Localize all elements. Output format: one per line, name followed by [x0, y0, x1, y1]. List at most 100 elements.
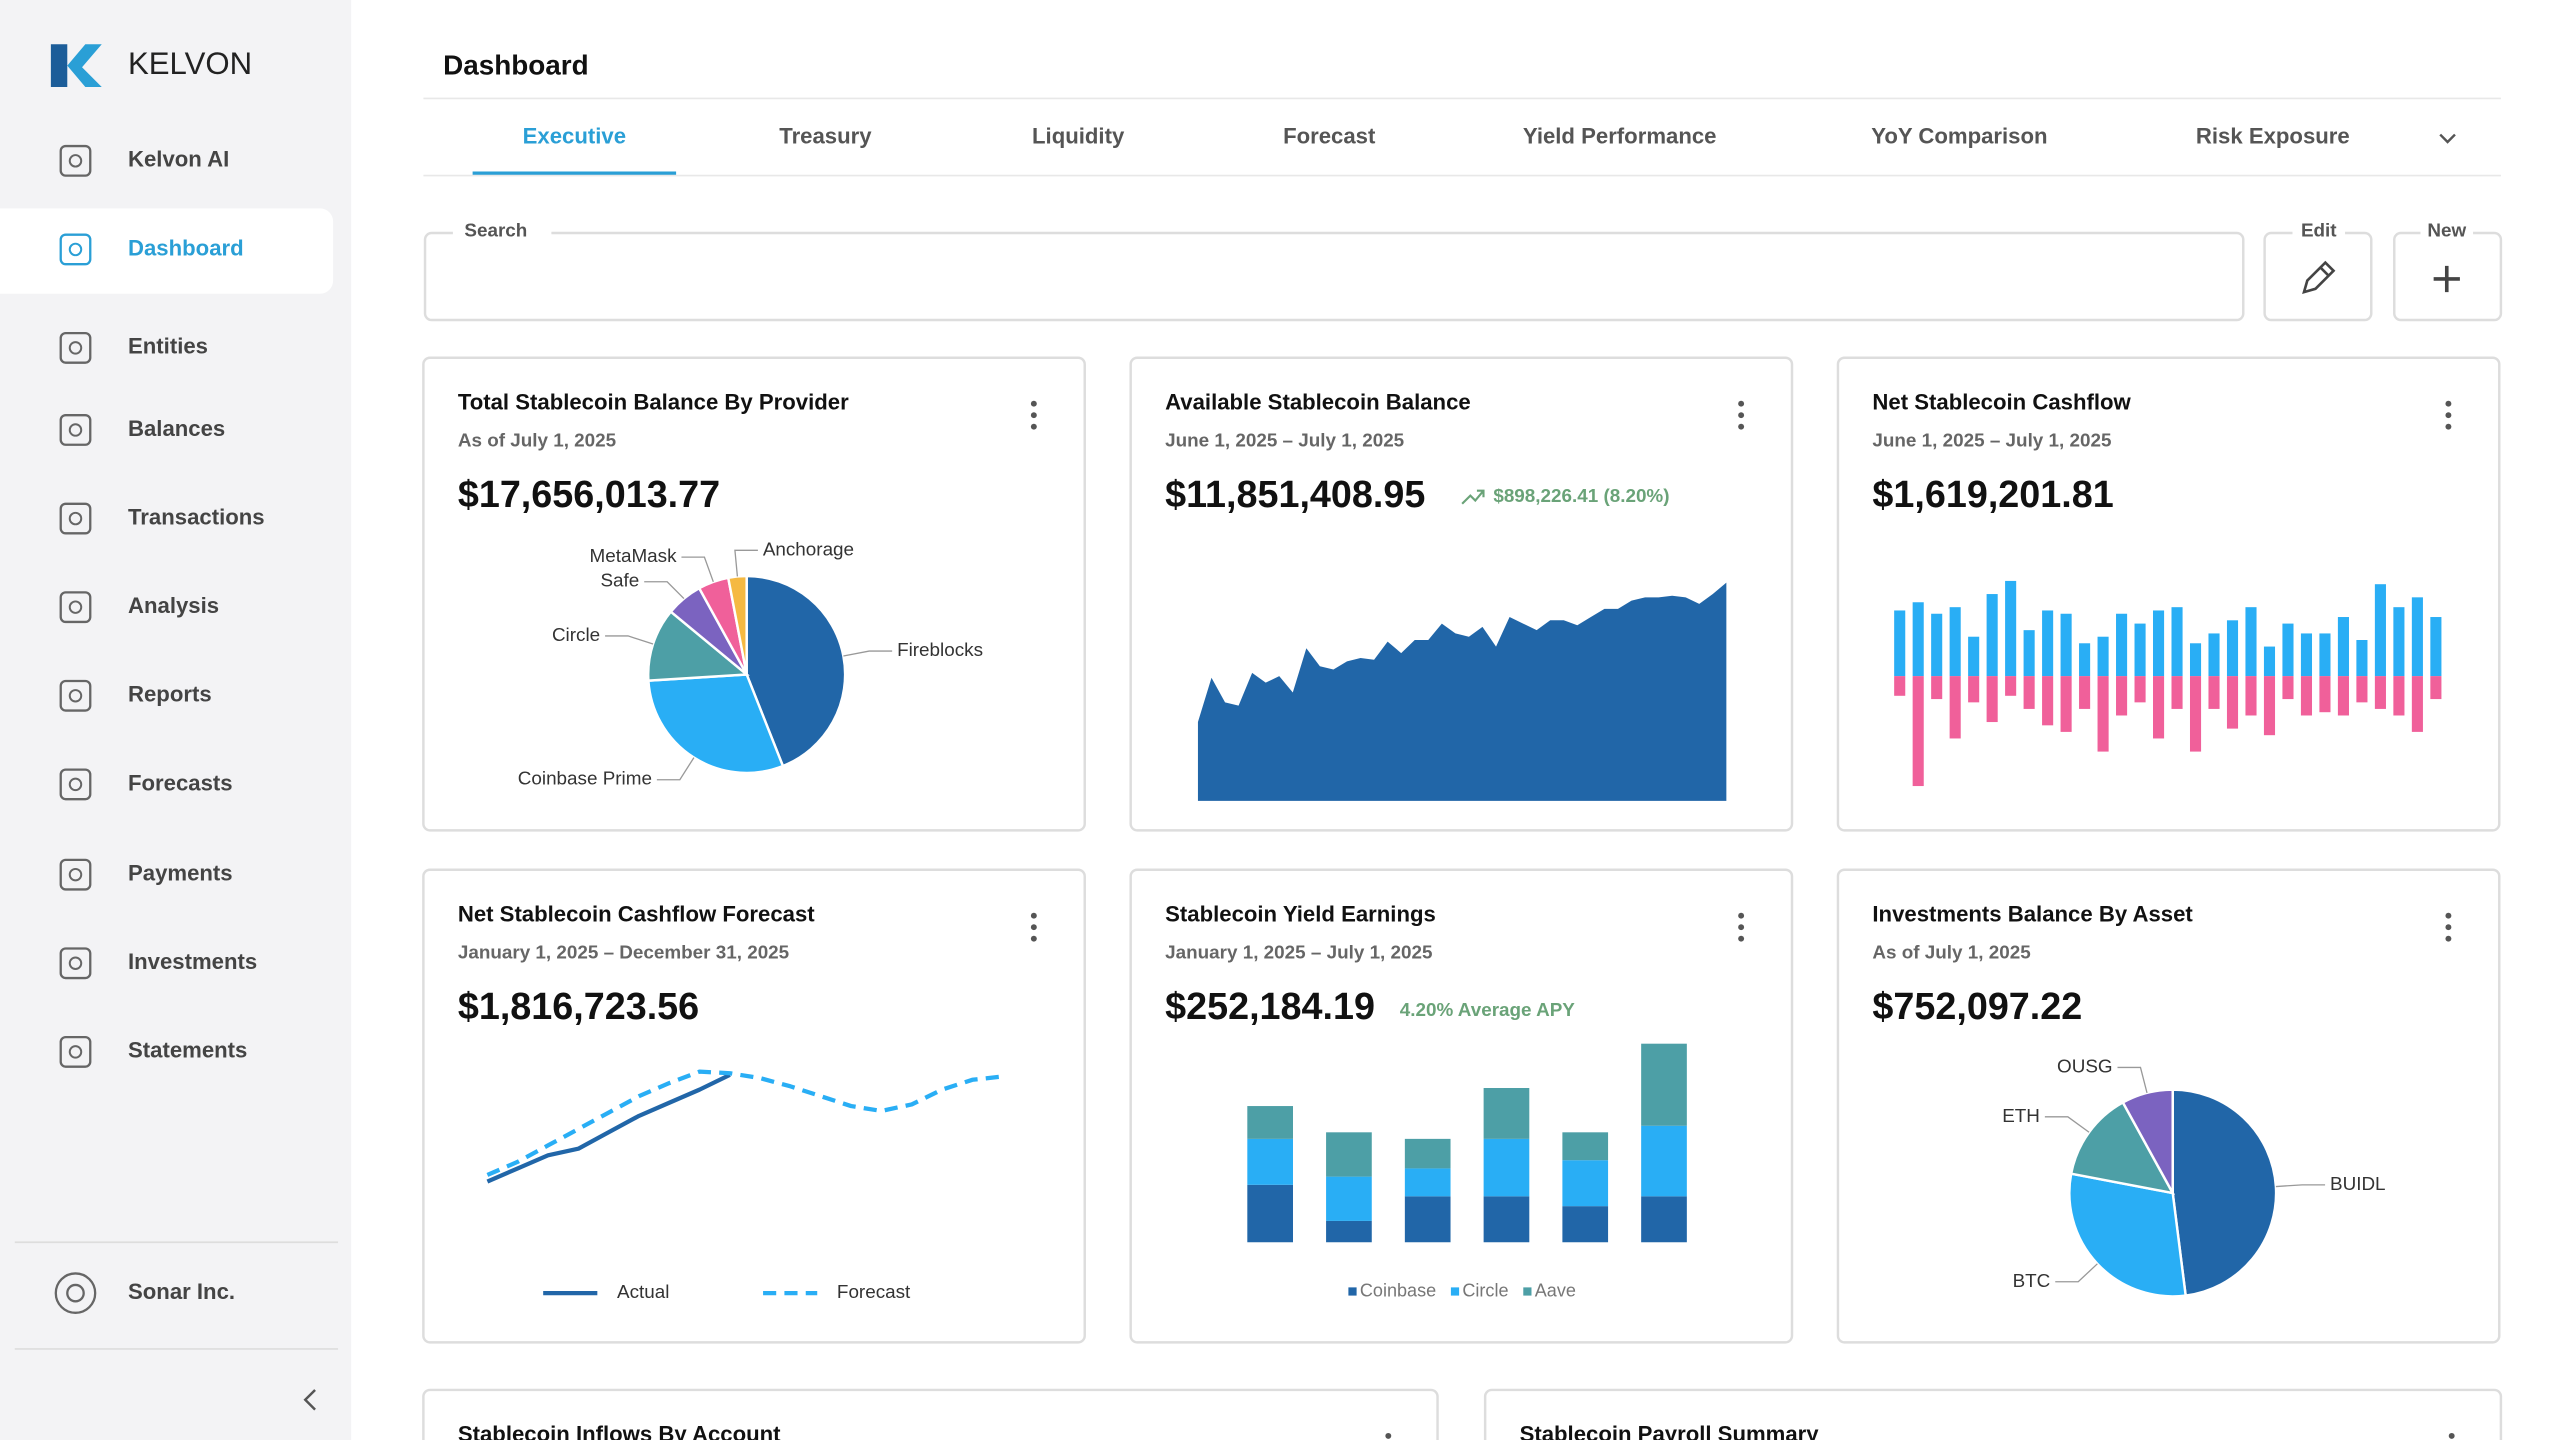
menu-dot[interactable]	[1030, 924, 1037, 931]
bar	[2116, 613, 2128, 677]
bar	[1912, 602, 1924, 677]
nav-icon	[68, 341, 83, 355]
tab[interactable]: Yield Performance	[1523, 124, 1717, 149]
nav-icon	[59, 331, 92, 364]
tab[interactable]: Treasury	[779, 124, 872, 149]
card-subtitle: June 1, 2025 – July 1, 2025	[1872, 429, 2111, 450]
nav-item[interactable]: Reports	[128, 682, 212, 707]
menu-dot[interactable]	[1738, 912, 1745, 919]
bar	[2430, 617, 2442, 677]
bar	[2134, 676, 2146, 703]
nav-icon	[59, 947, 92, 980]
menu-dot[interactable]	[2445, 412, 2452, 419]
tab[interactable]: Forecast	[1283, 124, 1376, 149]
bar	[2171, 607, 2183, 677]
nav-item[interactable]: Balances	[128, 416, 225, 441]
card-subtitle: June 1, 2025 – July 1, 2025	[1165, 429, 1404, 450]
card	[422, 1388, 1439, 1440]
bar	[2060, 613, 2072, 677]
nav-icon	[59, 858, 92, 891]
menu-dot[interactable]	[2445, 924, 2452, 931]
bar	[2097, 636, 2109, 677]
nav-item[interactable]: Payments	[128, 861, 233, 886]
menu-dot[interactable]	[1738, 400, 1745, 407]
pie-slice	[745, 574, 847, 768]
nav-item[interactable]: Investments	[128, 949, 257, 974]
legend-swatch	[1523, 1287, 1532, 1296]
tab[interactable]: Risk Exposure	[2196, 124, 2350, 149]
card-title: Available Stablecoin Balance	[1165, 390, 1471, 415]
bar	[1968, 636, 1980, 677]
tabs-more[interactable]	[2439, 133, 2456, 144]
pie-slice	[726, 574, 748, 675]
callout-line	[2275, 1184, 2326, 1188]
legend-swatch	[1450, 1287, 1460, 1296]
brand-name: KELVON	[128, 46, 252, 81]
bar	[2374, 584, 2386, 677]
nav-icon	[59, 1035, 92, 1068]
menu-dot[interactable]	[1738, 412, 1745, 419]
nav-item[interactable]: Forecasts	[128, 770, 233, 795]
tab[interactable]: Liquidity	[1032, 124, 1125, 149]
menu-dot[interactable]	[1738, 924, 1745, 931]
pie-slice	[2069, 1100, 2176, 1195]
nav-item[interactable]: Dashboard	[128, 235, 244, 260]
card-subtitle: As of July 1, 2025	[1872, 941, 2030, 962]
menu-dot[interactable]	[1385, 1432, 1392, 1439]
search-box[interactable]	[423, 231, 2245, 322]
bar	[1483, 1088, 1530, 1139]
nav-item[interactable]: Transactions	[128, 504, 265, 529]
menu-dot[interactable]	[1030, 400, 1037, 407]
pie-slice	[2121, 1088, 2174, 1194]
card-title: Net Stablecoin Cashflow Forecast	[458, 902, 815, 927]
bar	[2023, 630, 2035, 677]
callout-line	[644, 581, 685, 600]
menu-dot[interactable]	[1030, 423, 1037, 430]
edit-button[interactable]	[2263, 231, 2373, 322]
nav-item[interactable]: Statements	[128, 1038, 247, 1063]
card	[422, 868, 1086, 1344]
tab[interactable]: YoY Comparison	[1871, 124, 2047, 149]
card-total: $17,656,013.77	[458, 473, 720, 515]
nav-icon	[68, 242, 83, 257]
menu-dot[interactable]	[2445, 935, 2452, 942]
menu-dot[interactable]	[2445, 400, 2452, 407]
menu-dot[interactable]	[1030, 912, 1037, 919]
nav-item[interactable]: Kelvon AI	[128, 147, 229, 172]
tab-underline	[472, 171, 677, 176]
bar	[1986, 676, 1998, 723]
card-subtitle: January 1, 2025 – December 31, 2025	[458, 941, 789, 962]
bar	[1483, 1196, 1530, 1243]
collapse-button[interactable]	[303, 1389, 316, 1411]
nav-item[interactable]: Analysis	[128, 593, 219, 618]
bar	[1641, 1196, 1687, 1243]
bar	[1326, 1220, 1372, 1243]
bar	[1931, 613, 1943, 677]
bar	[1931, 676, 1943, 700]
bar	[2134, 623, 2146, 677]
slice-label: BUIDL	[2330, 1173, 2386, 1194]
menu-dot[interactable]	[1030, 412, 1037, 419]
menu-dot[interactable]	[2448, 1432, 2455, 1439]
menu-dot[interactable]	[2445, 912, 2452, 919]
nav-icon	[68, 511, 83, 526]
org-name[interactable]: Sonar Inc.	[128, 1279, 235, 1304]
trend-icon	[1461, 489, 1485, 505]
nav-icon	[68, 867, 83, 882]
edit-label: Edit	[2301, 219, 2337, 240]
bar	[1247, 1106, 1293, 1139]
menu-dot[interactable]	[1738, 935, 1745, 942]
legend-label: Coinbase	[1360, 1280, 1436, 1300]
menu-dot[interactable]	[2445, 423, 2452, 430]
bar	[2153, 676, 2165, 739]
pie-slice	[2171, 1088, 2278, 1297]
menu-dot[interactable]	[1030, 935, 1037, 942]
bar	[2208, 676, 2220, 709]
tab[interactable]: Executive	[523, 124, 626, 149]
bar	[1641, 1125, 1687, 1197]
nav-icon	[59, 679, 92, 712]
bar	[1949, 607, 1961, 677]
nav-item[interactable]: Entities	[128, 334, 208, 359]
nav-icon	[68, 689, 83, 703]
menu-dot[interactable]	[1738, 423, 1745, 430]
